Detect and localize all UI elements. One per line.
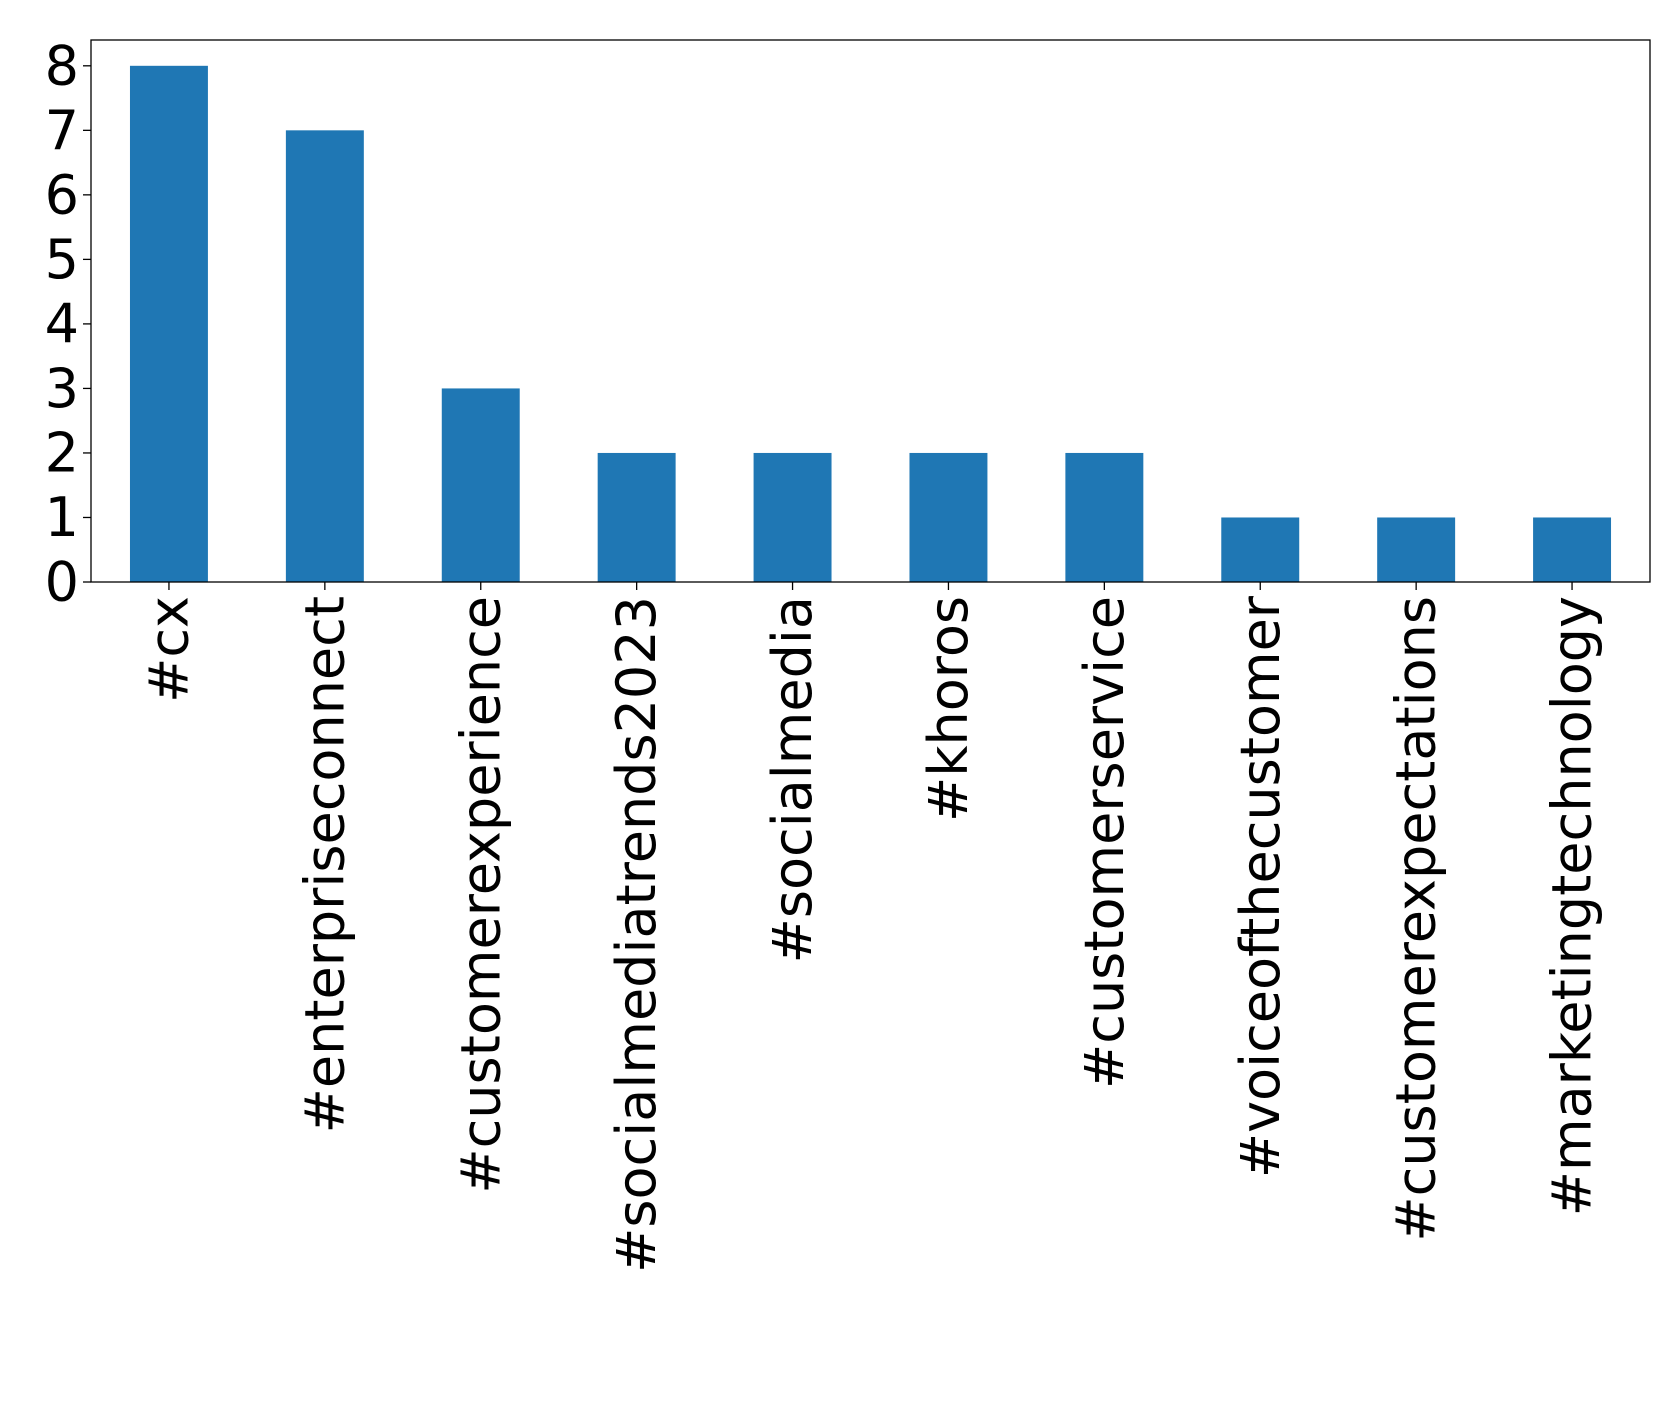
bar	[441, 388, 520, 582]
y-tick-label: 3	[45, 357, 79, 420]
bar	[1065, 452, 1144, 582]
y-tick-label: 0	[45, 551, 79, 614]
x-axis: #cx #enterpriseconnect #customerexperience…	[137, 582, 1604, 1273]
x-tick-label: #cx	[137, 596, 200, 703]
x-tick-label: #voiceofthecustomer	[1229, 595, 1292, 1178]
x-tick-label: #enterpriseconnect	[293, 596, 356, 1133]
bar	[1377, 517, 1456, 582]
y-tick-label: 6	[45, 163, 79, 226]
y-tick-label: 5	[45, 228, 79, 291]
y-tick-label: 4	[45, 292, 79, 355]
bar	[597, 452, 676, 582]
bar	[753, 452, 832, 582]
x-tick-label: #customerexperience	[449, 596, 512, 1194]
plot-frame	[90, 39, 1651, 583]
x-tick-label: #customerservice	[1073, 596, 1136, 1089]
y-tick-label: 8	[45, 34, 79, 97]
bar	[129, 65, 208, 582]
y-tick-label: 2	[45, 421, 79, 484]
x-tick-label: #customerexpectations	[1385, 596, 1448, 1242]
x-tick-label: #socialmediatrends2023	[605, 596, 668, 1273]
y-tick-label: 1	[45, 486, 79, 549]
bar	[1221, 517, 1300, 582]
bars-layer	[129, 65, 1612, 582]
x-tick-label: #socialmedia	[761, 596, 824, 963]
y-tick-label: 7	[45, 99, 79, 162]
x-tick-label: #khoros	[917, 596, 980, 822]
bar	[285, 130, 364, 582]
bar	[909, 452, 988, 582]
bar	[1533, 517, 1612, 582]
x-tick-label: #marketingtechnology	[1541, 596, 1604, 1216]
